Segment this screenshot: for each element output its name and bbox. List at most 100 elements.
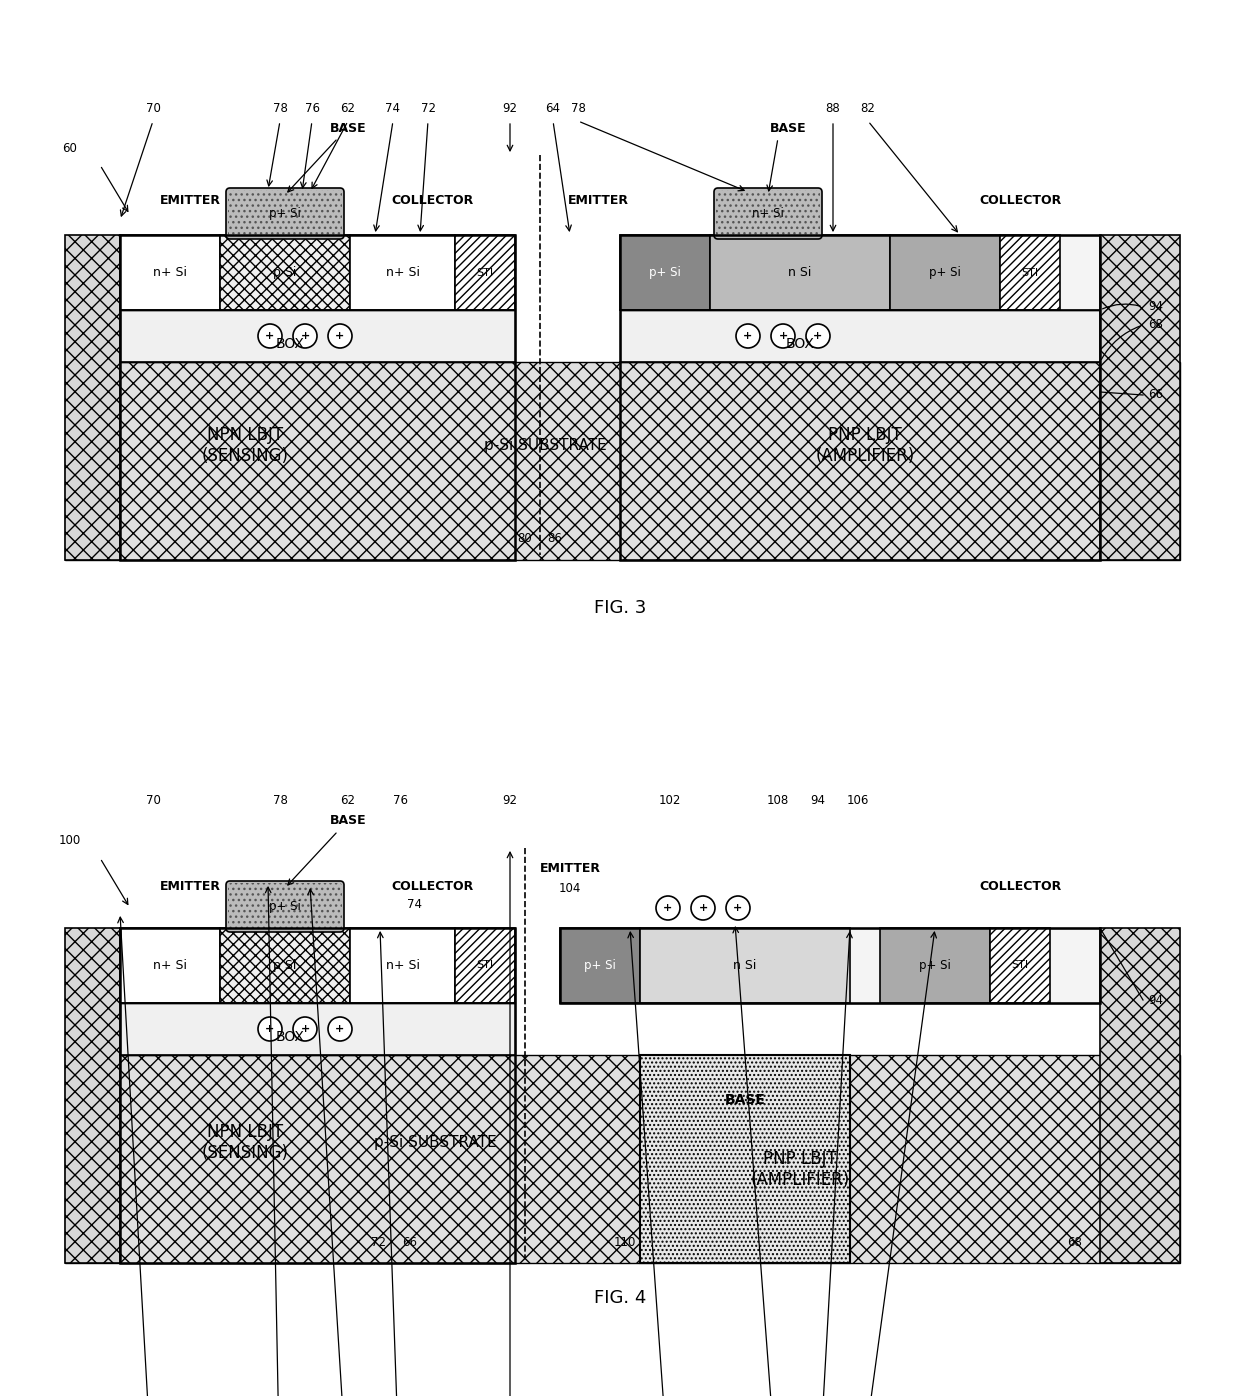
- Text: +: +: [743, 331, 753, 341]
- Text: +: +: [335, 331, 345, 341]
- Text: NPN LBJT
(SENSING): NPN LBJT (SENSING): [201, 1122, 289, 1161]
- Text: 72: 72: [420, 102, 435, 114]
- Text: 100: 100: [58, 835, 81, 847]
- Text: STI: STI: [476, 960, 494, 970]
- Text: 60: 60: [62, 141, 77, 155]
- Text: p+ Si: p+ Si: [269, 900, 301, 913]
- Text: +: +: [335, 1025, 345, 1034]
- Bar: [120, 1002, 515, 1055]
- Text: p-Si SUBSTRATE: p-Si SUBSTRATE: [373, 1135, 496, 1150]
- Circle shape: [691, 896, 715, 920]
- Text: +: +: [733, 903, 743, 913]
- Text: +: +: [265, 331, 274, 341]
- Text: p-Si SUBSTRATE: p-Si SUBSTRATE: [484, 438, 606, 452]
- Text: BOX: BOX: [275, 336, 305, 350]
- Text: p+ Si: p+ Si: [649, 267, 681, 279]
- Circle shape: [293, 324, 317, 348]
- Text: n Si: n Si: [733, 959, 756, 972]
- Text: 92: 92: [502, 794, 517, 807]
- Bar: [64, 362, 1180, 560]
- Text: 108: 108: [766, 794, 789, 807]
- Text: 86: 86: [548, 532, 563, 544]
- Text: COLLECTOR: COLLECTOR: [978, 194, 1061, 207]
- Text: n+ Si: n+ Si: [386, 959, 419, 972]
- Text: STI: STI: [1012, 960, 1028, 970]
- Text: p Si: p Si: [273, 959, 296, 972]
- Text: 106: 106: [847, 794, 869, 807]
- Text: +: +: [813, 331, 822, 341]
- Circle shape: [656, 896, 680, 920]
- Text: 78: 78: [570, 102, 585, 114]
- Text: 104: 104: [559, 881, 582, 895]
- Text: 78: 78: [273, 794, 288, 807]
- Circle shape: [737, 324, 760, 348]
- Circle shape: [771, 324, 795, 348]
- Text: +: +: [300, 331, 310, 341]
- Bar: [219, 928, 350, 1002]
- Text: 66: 66: [403, 1235, 418, 1248]
- Bar: [120, 928, 515, 1002]
- Text: 76: 76: [305, 102, 320, 114]
- Text: FIG. 4: FIG. 4: [594, 1289, 646, 1307]
- Text: +: +: [265, 1025, 274, 1034]
- Text: 94: 94: [811, 794, 826, 807]
- Text: +: +: [779, 331, 787, 341]
- Text: 64: 64: [546, 102, 560, 114]
- Bar: [620, 235, 1100, 560]
- Circle shape: [258, 1018, 281, 1041]
- Bar: [640, 1055, 849, 1263]
- Bar: [455, 928, 515, 1002]
- Text: p+ Si: p+ Si: [929, 267, 961, 279]
- Text: EMITTER: EMITTER: [568, 194, 629, 207]
- Text: 94: 94: [1148, 994, 1163, 1007]
- Circle shape: [329, 324, 352, 348]
- Text: p+ Si: p+ Si: [584, 959, 616, 972]
- Bar: [560, 928, 640, 1002]
- Bar: [560, 928, 1100, 1002]
- Circle shape: [293, 1018, 317, 1041]
- Text: BOX: BOX: [786, 336, 815, 350]
- Text: n+ Si: n+ Si: [153, 959, 187, 972]
- Text: BOX: BOX: [275, 1030, 305, 1044]
- Text: COLLECTOR: COLLECTOR: [978, 879, 1061, 892]
- Text: 62: 62: [341, 794, 356, 807]
- Bar: [560, 928, 1100, 1002]
- Text: PNP LBJT
(AMPLIFIER): PNP LBJT (AMPLIFIER): [750, 1150, 849, 1189]
- Bar: [455, 235, 515, 310]
- Bar: [120, 235, 219, 310]
- Circle shape: [329, 1018, 352, 1041]
- Bar: [890, 235, 999, 310]
- Text: n Si: n Si: [789, 267, 812, 279]
- Bar: [120, 235, 515, 310]
- Text: 110: 110: [614, 1235, 636, 1248]
- Text: BASE: BASE: [770, 121, 806, 134]
- Text: 74: 74: [386, 102, 401, 114]
- Bar: [620, 235, 711, 310]
- Bar: [64, 235, 120, 560]
- Text: STI: STI: [476, 268, 494, 278]
- Text: p+ Si: p+ Si: [269, 207, 301, 221]
- Bar: [880, 928, 990, 1002]
- Text: COLLECTOR: COLLECTOR: [391, 879, 474, 892]
- Text: 88: 88: [826, 102, 841, 114]
- Bar: [711, 235, 890, 310]
- Text: +: +: [663, 903, 672, 913]
- Text: BASE: BASE: [724, 1093, 765, 1107]
- FancyBboxPatch shape: [226, 881, 343, 933]
- Circle shape: [258, 324, 281, 348]
- Bar: [640, 928, 849, 1002]
- Bar: [640, 1055, 849, 1263]
- Text: 82: 82: [861, 102, 875, 114]
- Text: 92: 92: [502, 102, 517, 114]
- Bar: [999, 235, 1060, 310]
- Text: STI: STI: [1022, 268, 1039, 278]
- Text: 70: 70: [145, 102, 160, 114]
- Text: NPN LBJT
(SENSING): NPN LBJT (SENSING): [201, 426, 289, 465]
- Circle shape: [725, 896, 750, 920]
- Text: 102: 102: [658, 794, 681, 807]
- Bar: [1100, 235, 1180, 560]
- Bar: [1100, 928, 1180, 1263]
- Bar: [64, 1055, 1180, 1263]
- Text: EMITTER: EMITTER: [539, 861, 600, 874]
- Text: FIG. 3: FIG. 3: [594, 599, 646, 617]
